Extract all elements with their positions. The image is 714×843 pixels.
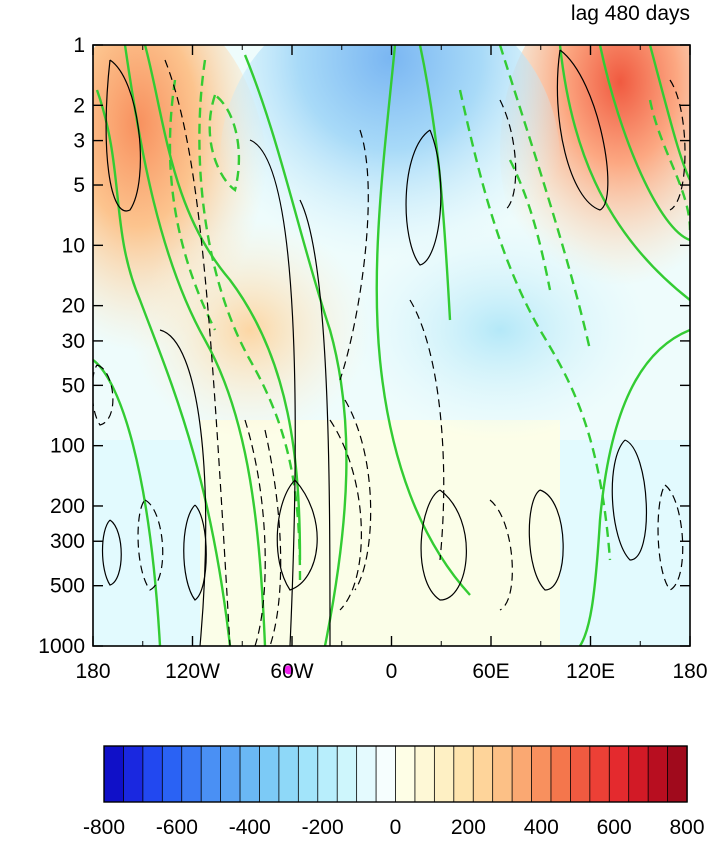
colorbar-label: -200 — [302, 816, 344, 838]
colorbar-box — [336, 745, 358, 803]
colorbar-label: -800 — [83, 816, 125, 838]
x-tick-label: 60E — [472, 660, 509, 683]
y-tick-label: 20 — [62, 295, 85, 318]
colorbar-box — [647, 745, 669, 803]
y-tick-label: 100 — [50, 435, 85, 458]
y-axis: 1 2 3 5 10 20 30 50 100 200 300 500 1000 — [38, 34, 690, 658]
colorbar-box — [589, 745, 610, 803]
y-tick-label: 300 — [50, 530, 85, 553]
colorbar-label: 600 — [597, 816, 632, 838]
colorbar-box — [181, 745, 202, 803]
colorbar-label: -400 — [229, 816, 271, 838]
y-tick-label: 2 — [73, 94, 85, 117]
colorbar-box — [220, 745, 241, 803]
y-tick-label: 10 — [62, 234, 85, 257]
colorbar-box — [453, 745, 474, 803]
colorbar-box — [278, 745, 300, 803]
x-tick-label: 60W — [270, 660, 313, 683]
colorbar-box — [297, 745, 319, 803]
colorbar-box — [550, 745, 572, 803]
y-tick-label: 3 — [73, 130, 85, 153]
x-tick-label: 180 — [672, 660, 707, 683]
y-tick-label: 500 — [50, 575, 85, 598]
x-tick-label: 120W — [165, 660, 220, 683]
y-tick-label: 200 — [50, 495, 85, 518]
colorbar-box — [375, 745, 397, 803]
y-tick-label: 30 — [62, 330, 85, 353]
colorbar-box — [317, 745, 338, 803]
colorbar-box — [433, 745, 455, 803]
chart-title: lag 480 days — [571, 2, 690, 25]
x-tick-label: 180 — [75, 660, 110, 683]
colorbar-label: -600 — [156, 816, 198, 838]
colorbar-box — [531, 745, 552, 803]
colorbar-label: 800 — [669, 816, 704, 838]
colorbar-box — [414, 745, 436, 803]
colorbar-box — [142, 745, 164, 803]
y-tick-label: 5 — [73, 174, 85, 197]
y-tick-label: 50 — [62, 374, 85, 397]
colorbar-box — [259, 745, 280, 803]
colorbar-box — [239, 745, 261, 803]
colorbar-box — [123, 745, 144, 803]
y-tick-label: 1000 — [38, 635, 85, 658]
colorbar-box — [103, 745, 125, 803]
x-tick-label: 0 — [386, 660, 398, 683]
colorbar-box — [511, 745, 533, 803]
colorbar-box — [608, 745, 630, 803]
colorbar-box — [395, 745, 416, 803]
colorbar-box — [570, 745, 591, 803]
location-marker — [284, 665, 294, 675]
colorbar-box — [628, 745, 649, 803]
colorbar-label: 0 — [390, 816, 402, 838]
colorbar-frame — [103, 745, 688, 803]
x-tick-label: 120E — [566, 660, 615, 683]
colorbar-box — [492, 745, 513, 803]
colorbar-label: 400 — [524, 816, 559, 838]
colorbar-box — [161, 745, 183, 803]
colorbar: -800 -600 -400 -200 0 200 400 600 800 — [83, 745, 705, 839]
colorbar-box — [356, 745, 377, 803]
colorbar-box — [472, 745, 494, 803]
x-axis: 180 120W 60W 0 60E 120E 180 — [75, 45, 708, 683]
colorbar-box — [200, 745, 222, 803]
contour-lines — [93, 45, 690, 646]
y-tick-label: 1 — [73, 34, 85, 57]
colorbar-box — [667, 745, 688, 803]
colorbar-label: 200 — [451, 816, 486, 838]
